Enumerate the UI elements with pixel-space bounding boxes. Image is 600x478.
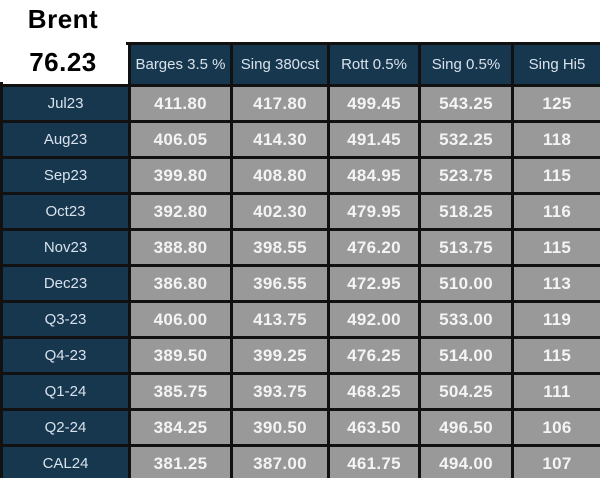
value-cell: 476.20 xyxy=(327,228,421,267)
value-cell: 106 xyxy=(511,408,600,447)
row-label-dec23: Dec23 xyxy=(0,264,131,303)
row-label-oct23: Oct23 xyxy=(0,192,131,231)
table-row: Q4-23 389.50 399.25 476.25 514.00 115 xyxy=(0,336,600,375)
value-cell: 468.25 xyxy=(327,372,421,411)
benchmark-price: 76.23 xyxy=(29,46,97,77)
row-label-jul23: Jul23 xyxy=(0,84,131,123)
column-header-sing-hi5: Sing Hi5 xyxy=(511,42,600,87)
value-cell: 115 xyxy=(511,336,600,375)
table-row: Jul23 411.80 417.80 499.45 543.25 125 xyxy=(0,84,600,123)
value-cell: 116 xyxy=(511,192,600,231)
value-cell: 387.00 xyxy=(230,444,330,478)
value-cell: 125 xyxy=(511,84,600,123)
value-cell: 402.30 xyxy=(230,192,330,231)
value-cell: 476.25 xyxy=(327,336,421,375)
row-label-cal24: CAL24 xyxy=(0,444,131,478)
value-cell: 461.75 xyxy=(327,444,421,478)
table-row: Sep23 399.80 408.80 484.95 523.75 115 xyxy=(0,156,600,195)
value-cell: 496.50 xyxy=(418,408,514,447)
table-row: Nov23 388.80 398.55 476.20 513.75 115 xyxy=(0,228,600,267)
value-cell: 390.50 xyxy=(230,408,330,447)
value-cell: 532.25 xyxy=(418,120,514,159)
table-row: Oct23 392.80 402.30 479.95 518.25 116 xyxy=(0,192,600,231)
value-cell: 408.80 xyxy=(230,156,330,195)
value-cell: 414.30 xyxy=(230,120,330,159)
value-cell: 398.55 xyxy=(230,228,330,267)
benchmark-name: Brent xyxy=(27,4,99,34)
row-label-aug23: Aug23 xyxy=(0,120,131,159)
value-cell: 514.00 xyxy=(418,336,514,375)
row-label-q2-24: Q2-24 xyxy=(0,408,131,447)
row-label-q1-24: Q1-24 xyxy=(0,372,131,411)
table-row: CAL24 381.25 387.00 461.75 494.00 107 xyxy=(0,444,600,478)
value-cell: 406.05 xyxy=(128,120,233,159)
value-cell: 384.25 xyxy=(128,408,233,447)
benchmark-block: Brent 76.23 xyxy=(0,0,126,82)
value-cell: 115 xyxy=(511,228,600,267)
value-cell: 396.55 xyxy=(230,264,330,303)
column-header-sing-0-5: Sing 0.5% xyxy=(418,42,514,87)
value-cell: 411.80 xyxy=(128,84,233,123)
value-cell: 472.95 xyxy=(327,264,421,303)
value-cell: 463.50 xyxy=(327,408,421,447)
value-cell: 107 xyxy=(511,444,600,478)
value-cell: 118 xyxy=(511,120,600,159)
value-cell: 119 xyxy=(511,300,600,339)
value-cell: 479.95 xyxy=(327,192,421,231)
value-cell: 389.50 xyxy=(128,336,233,375)
value-cell: 399.25 xyxy=(230,336,330,375)
value-cell: 111 xyxy=(511,372,600,411)
value-cell: 399.80 xyxy=(128,156,233,195)
value-cell: 381.25 xyxy=(128,444,233,478)
column-header-rott-0-5: Rott 0.5% xyxy=(327,42,421,87)
row-label-nov23: Nov23 xyxy=(0,228,131,267)
value-cell: 499.45 xyxy=(327,84,421,123)
value-cell: 406.00 xyxy=(128,300,233,339)
value-cell: 533.00 xyxy=(418,300,514,339)
value-cell: 115 xyxy=(511,156,600,195)
column-header-barges-3-5: Barges 3.5 % xyxy=(128,42,233,87)
value-cell: 492.00 xyxy=(327,300,421,339)
price-table: Barges 3.5 % Sing 380cst Rott 0.5% Sing … xyxy=(0,42,600,478)
value-cell: 518.25 xyxy=(418,192,514,231)
table-body: Barges 3.5 % Sing 380cst Rott 0.5% Sing … xyxy=(0,42,600,478)
value-cell: 392.80 xyxy=(128,192,233,231)
table-row: Q3-23 406.00 413.75 492.00 533.00 119 xyxy=(0,300,600,339)
table-row: Q1-24 385.75 393.75 468.25 504.25 111 xyxy=(0,372,600,411)
column-header-sing-380cst: Sing 380cst xyxy=(230,42,330,87)
value-cell: 385.75 xyxy=(128,372,233,411)
row-label-q3-23: Q3-23 xyxy=(0,300,131,339)
table-row: Q2-24 384.25 390.50 463.50 496.50 106 xyxy=(0,408,600,447)
value-cell: 494.00 xyxy=(418,444,514,478)
value-cell: 388.80 xyxy=(128,228,233,267)
value-cell: 393.75 xyxy=(230,372,330,411)
value-cell: 386.80 xyxy=(128,264,233,303)
table-row: Aug23 406.05 414.30 491.45 532.25 118 xyxy=(0,120,600,159)
value-cell: 513.75 xyxy=(418,228,514,267)
value-cell: 523.75 xyxy=(418,156,514,195)
value-cell: 504.25 xyxy=(418,372,514,411)
row-label-q4-23: Q4-23 xyxy=(0,336,131,375)
row-label-sep23: Sep23 xyxy=(0,156,131,195)
value-cell: 413.75 xyxy=(230,300,330,339)
value-cell: 417.80 xyxy=(230,84,330,123)
value-cell: 491.45 xyxy=(327,120,421,159)
value-cell: 113 xyxy=(511,264,600,303)
value-cell: 543.25 xyxy=(418,84,514,123)
value-cell: 510.00 xyxy=(418,264,514,303)
table-row: Dec23 386.80 396.55 472.95 510.00 113 xyxy=(0,264,600,303)
value-cell: 484.95 xyxy=(327,156,421,195)
